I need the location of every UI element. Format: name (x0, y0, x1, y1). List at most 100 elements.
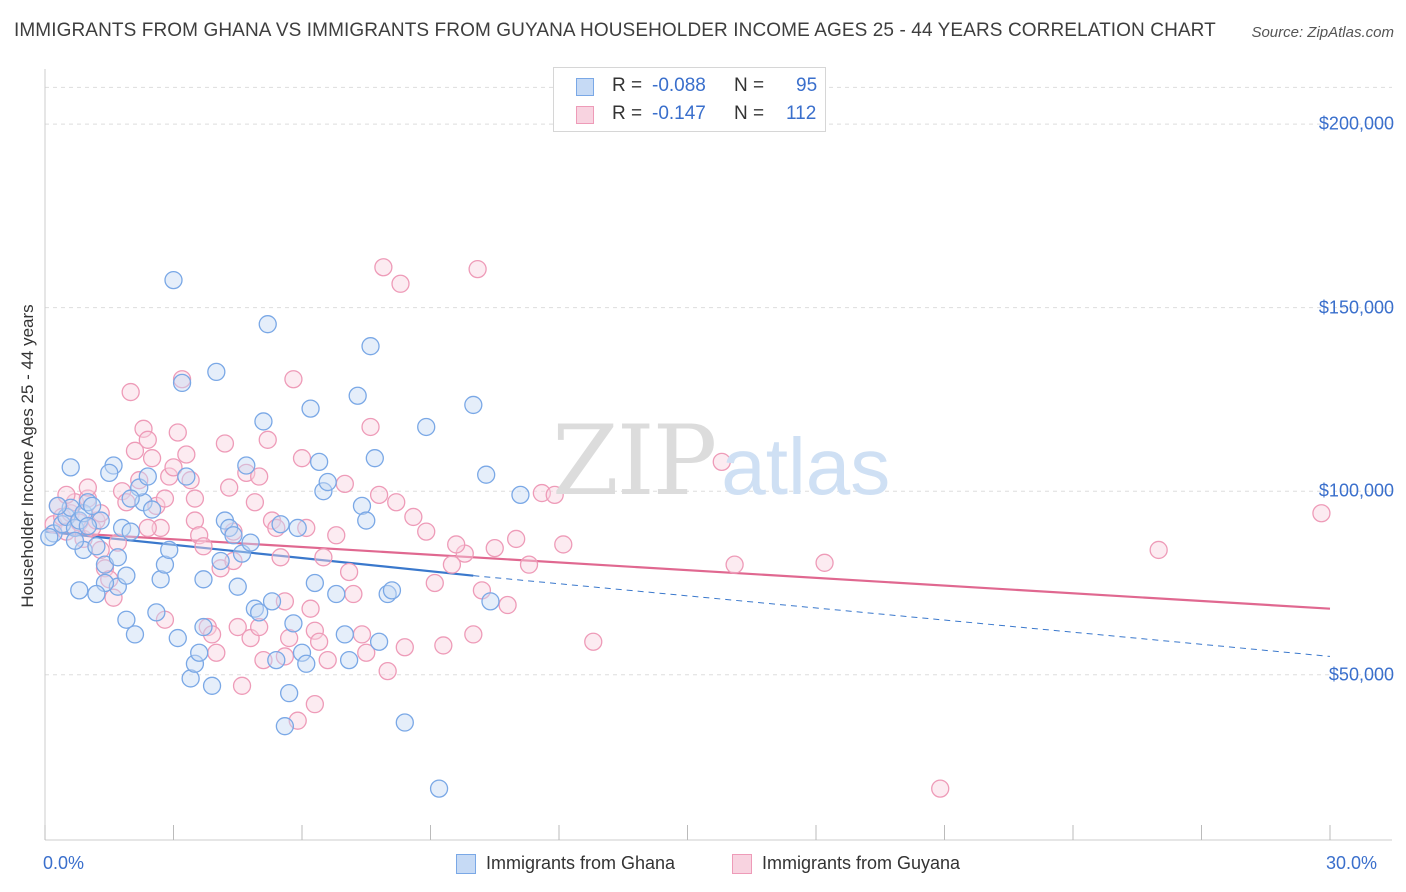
data-point-guyana (442, 555, 462, 574)
legend-label-ghana: Immigrants from Ghana (486, 853, 676, 873)
data-point-guyana (142, 449, 162, 468)
data-point-ghana (82, 496, 102, 516)
data-point-ghana (48, 496, 67, 516)
n-value-ghana: 95 (796, 75, 818, 96)
data-point-ghana (301, 399, 320, 418)
data-point-ghana (241, 533, 260, 552)
data-point-guyana (245, 493, 265, 512)
data-point-ghana (117, 610, 136, 629)
data-point-ghana (481, 592, 500, 611)
data-point-ghana (417, 417, 436, 437)
data-point-guyana (164, 458, 183, 477)
data-point-guyana (318, 650, 337, 670)
data-point-guyana (1149, 540, 1168, 560)
data-point-guyana (425, 573, 444, 593)
data-point-guyana (207, 643, 226, 662)
data-point-ghana (211, 551, 230, 571)
data-point-guyana (507, 529, 526, 549)
data-point-guyana (125, 441, 145, 460)
data-point-guyana (464, 625, 483, 644)
data-point-guyana (228, 617, 247, 637)
ghana-swatch-icon (576, 78, 594, 96)
data-point-ghana (292, 643, 312, 662)
chart-title: IMMIGRANTS FROM GHANA VS IMMIGRANTS FROM… (14, 20, 1216, 41)
data-point-guyana (357, 643, 376, 662)
data-point-guyana (78, 478, 97, 497)
data-point-guyana (519, 555, 539, 574)
data-point-guyana (395, 638, 414, 657)
data-point-ghana (352, 496, 372, 516)
data-point-guyana (258, 430, 277, 449)
data-point-guyana (485, 538, 504, 558)
data-point-ghana (267, 650, 286, 670)
data-point-guyana (215, 434, 235, 453)
data-point-ghana (168, 628, 187, 648)
data-point-ghana (194, 570, 213, 589)
data-point-ghana (511, 485, 530, 505)
data-point-ghana (181, 669, 200, 688)
data-point-ghana (160, 540, 179, 560)
data-point-guyana (335, 474, 354, 494)
data-point-ghana (151, 570, 170, 589)
data-point-ghana (78, 516, 97, 536)
data-point-guyana (374, 258, 393, 277)
n-value-guyana: 112 (786, 103, 817, 124)
data-point-ghana (258, 315, 277, 334)
data-point-guyana (185, 511, 205, 530)
data-point-ghana (361, 337, 380, 356)
data-point-ghana (125, 625, 145, 644)
data-point-guyana (155, 489, 175, 508)
data-point-guyana (151, 518, 170, 538)
axes (44, 69, 1392, 841)
trend-line-ghana (44, 530, 474, 577)
data-point-ghana (288, 518, 307, 538)
y-tick-label: $200,000 (1318, 113, 1394, 134)
data-point-guyana (545, 485, 564, 505)
n-label: N = (734, 75, 765, 96)
data-point-ghana (87, 537, 106, 556)
data-point-guyana (250, 617, 269, 637)
data-point-ghana (185, 654, 205, 673)
data-point-ghana (250, 603, 269, 622)
data-point-guyana (498, 595, 517, 615)
r-label: R = (612, 103, 643, 124)
data-point-ghana (142, 500, 162, 519)
x-tick-label-max: 30.0% (1326, 853, 1378, 873)
data-point-ghana (348, 386, 367, 405)
data-point-ghana (305, 573, 325, 593)
data-point-guyana (104, 588, 123, 607)
source-credit: Source: ZipAtlas.com (1251, 24, 1394, 41)
data-point-ghana (172, 373, 192, 393)
data-point-guyana (468, 259, 487, 279)
data-point-guyana (447, 535, 466, 554)
data-point-guyana (220, 478, 239, 497)
data-point-guyana (391, 274, 410, 293)
n-label: N = (734, 103, 765, 124)
data-point-ghana (70, 581, 89, 600)
data-point-ghana (254, 412, 273, 431)
data-point-guyana (309, 632, 329, 651)
data-point-ghana (207, 362, 226, 382)
data-point-ghana (138, 467, 157, 486)
data-point-guyana (434, 636, 453, 655)
series-ghana-points (40, 270, 530, 798)
data-point-guyana (378, 661, 397, 681)
data-point-guyana (1312, 504, 1331, 523)
data-point-ghana (228, 577, 247, 596)
data-point-guyana (305, 621, 325, 640)
data-point-guyana (339, 562, 359, 582)
data-point-guyana (190, 526, 209, 545)
data-point-ghana (100, 463, 119, 483)
legend-label-guyana: Immigrants from Guyana (762, 853, 961, 873)
trend-line-ghana-extension (473, 575, 1331, 657)
y-tick-label: $50,000 (1328, 664, 1394, 685)
data-point-guyana (344, 584, 363, 604)
data-point-guyana (387, 493, 406, 512)
guyana-legend-swatch-icon (732, 854, 752, 874)
data-point-guyana (292, 449, 312, 468)
data-point-guyana (108, 533, 127, 552)
data-point-ghana (309, 452, 329, 471)
data-point-ghana (327, 584, 346, 604)
data-point-guyana (177, 445, 196, 464)
data-point-guyana (815, 553, 834, 572)
